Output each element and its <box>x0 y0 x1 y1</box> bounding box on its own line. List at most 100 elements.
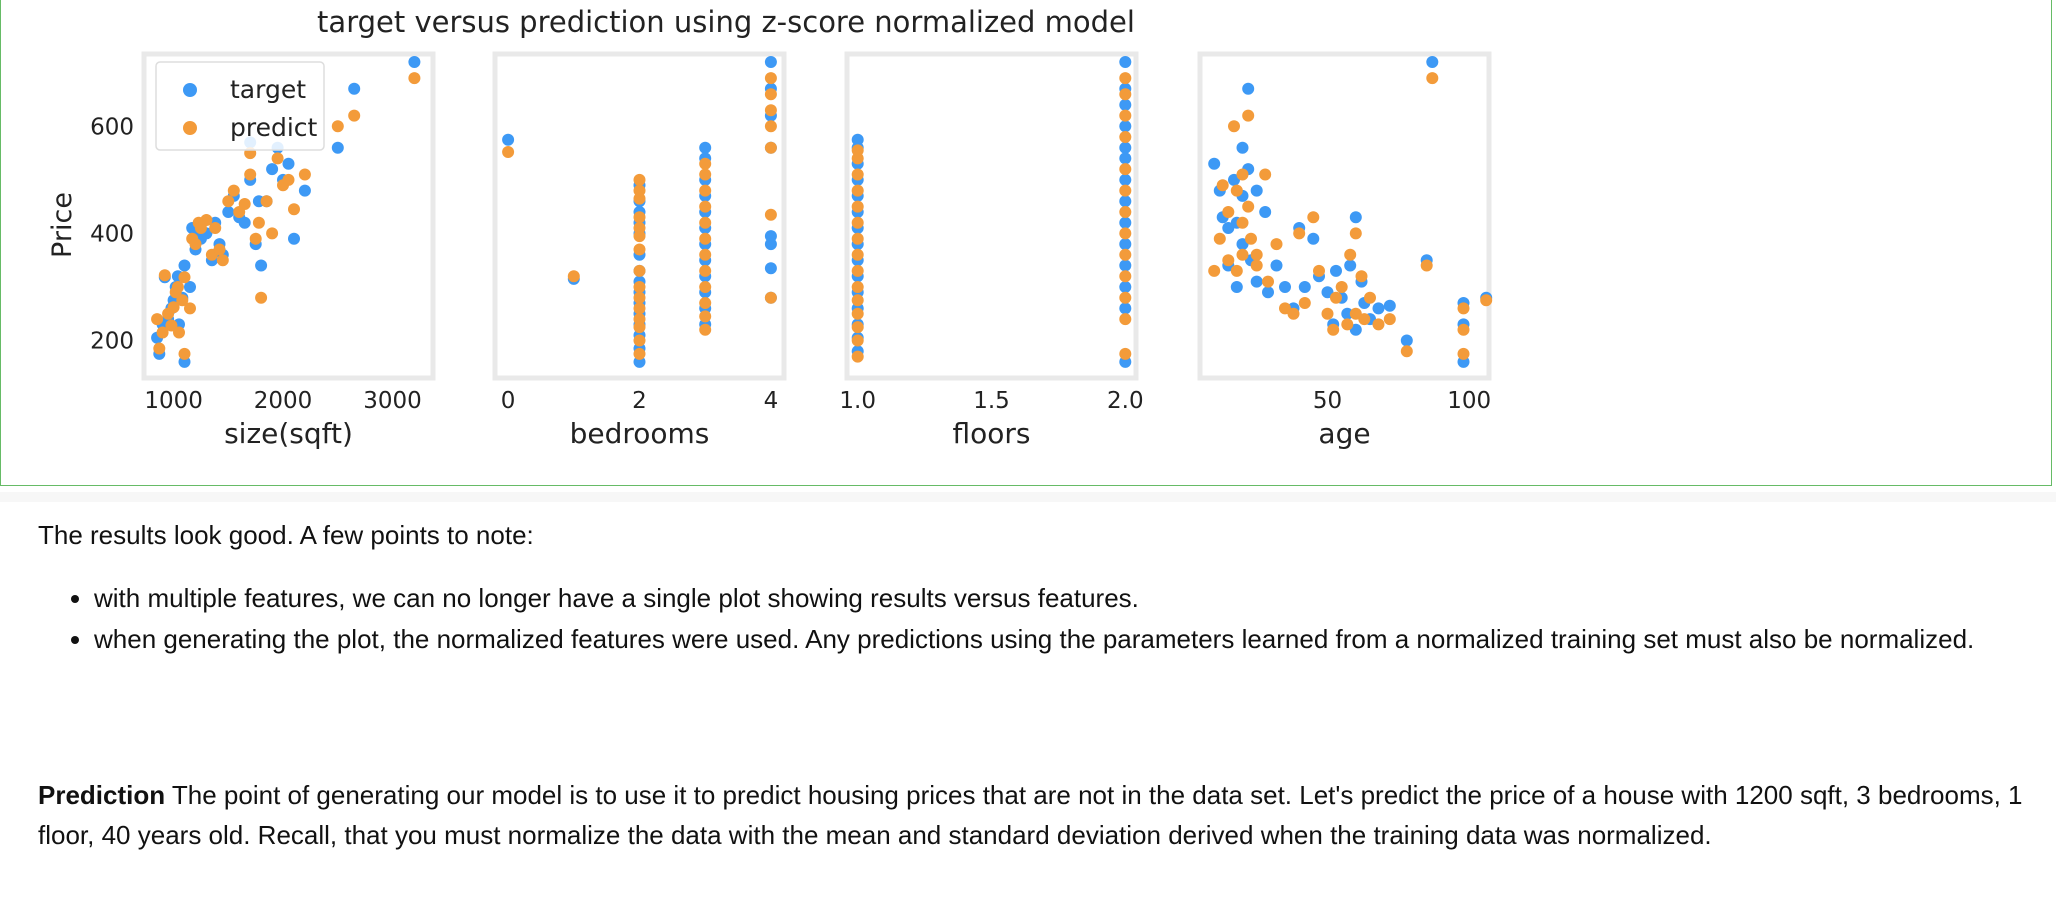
target-point <box>331 141 344 154</box>
predict-point <box>1355 270 1368 283</box>
predict-point <box>1383 313 1396 326</box>
x-tick-label: 1.0 <box>839 388 876 414</box>
target-point <box>1242 82 1255 95</box>
predict-point <box>167 301 180 314</box>
predict-point <box>851 168 864 181</box>
list-item: with multiple features, we can no longer… <box>94 578 2056 618</box>
predict-point <box>1372 318 1385 331</box>
target-point <box>1400 334 1413 347</box>
subplot-grid: 1000 2000 3000size(sqft)200400600targetpre… <box>90 51 1493 450</box>
target-point <box>1119 238 1132 251</box>
predict-point <box>227 184 240 197</box>
predict-point <box>1341 318 1354 331</box>
predict-point <box>282 173 295 186</box>
x-tick-label: 50 <box>1313 388 1342 414</box>
y-axis-label: Price <box>47 192 78 258</box>
predict-point <box>851 307 864 320</box>
predict-point <box>1119 313 1132 326</box>
target-point <box>298 184 311 197</box>
predict-point <box>1287 307 1300 320</box>
predict-point <box>1242 200 1255 213</box>
x-axis-label: age <box>1318 417 1370 450</box>
predict-point <box>271 152 284 165</box>
predict-point <box>1119 88 1132 101</box>
x-tick-label: 2.0 <box>1107 388 1144 414</box>
predict-point <box>699 184 712 197</box>
predict-point <box>1236 248 1249 261</box>
predict-point <box>633 302 646 315</box>
chart-title: target versus prediction using z-score n… <box>317 5 1135 39</box>
y-tick-label: 600 <box>90 114 134 140</box>
predict-point <box>1313 264 1325 277</box>
predict-point <box>764 120 777 133</box>
predict-point <box>633 243 646 256</box>
predict-point <box>1307 211 1320 224</box>
predict-point <box>1480 294 1493 307</box>
predict-point <box>184 302 196 315</box>
predict-point <box>851 281 864 293</box>
predict-point <box>1119 72 1132 85</box>
predict-point <box>851 294 864 307</box>
prediction-paragraph: Prediction The point of generating our m… <box>38 775 2028 855</box>
predict-point <box>1216 179 1229 192</box>
target-point <box>1279 281 1291 293</box>
predict-point <box>178 271 191 284</box>
predict-point <box>851 248 864 261</box>
predict-point <box>1420 259 1433 272</box>
x-tick-label: 100 <box>1447 388 1491 414</box>
prediction-label: Prediction <box>38 780 166 810</box>
predict-point <box>1270 238 1283 251</box>
predict-point <box>699 264 712 277</box>
predict-point <box>1250 248 1263 261</box>
predict-point <box>851 144 864 157</box>
predict-point <box>699 216 712 229</box>
legend-predict-marker <box>183 121 197 135</box>
target-point <box>1270 259 1283 272</box>
predict-point <box>1119 131 1132 143</box>
predict-point <box>699 323 712 336</box>
predict-point <box>1457 323 1470 336</box>
predict-point <box>502 146 515 158</box>
x-tick-label: 2 <box>632 388 647 414</box>
subplot-frame <box>844 51 1139 381</box>
predict-point <box>244 168 257 181</box>
target-point <box>1262 286 1274 299</box>
predict-point <box>1335 281 1348 293</box>
predict-point <box>1364 291 1376 304</box>
predict-point <box>1208 264 1221 277</box>
target-point <box>266 163 279 176</box>
target-point <box>282 157 295 170</box>
target-point <box>408 56 421 68</box>
predict-point <box>1321 307 1334 320</box>
predict-point <box>1349 307 1362 320</box>
target-point <box>1344 259 1357 272</box>
predict-point <box>1119 163 1132 176</box>
target-point <box>1341 307 1354 320</box>
target-point <box>1119 56 1132 68</box>
predict-point <box>1119 109 1132 122</box>
predict-point <box>851 321 864 334</box>
predict-point <box>151 313 164 326</box>
predict-point <box>189 238 202 251</box>
legend-target-marker <box>183 83 197 97</box>
target-point <box>1208 157 1221 170</box>
predict-point <box>633 313 646 326</box>
target-point <box>1119 141 1132 154</box>
predict-point <box>1230 264 1243 277</box>
predict-point <box>567 270 580 283</box>
cell-separator <box>0 492 2056 502</box>
predict-point <box>260 195 273 208</box>
predict-point <box>764 72 777 85</box>
target-point <box>1119 216 1132 229</box>
predict-point <box>699 281 712 293</box>
predict-point <box>1119 270 1132 283</box>
x-tick-label: 1.5 <box>973 388 1010 414</box>
list-item: when generating the plot, the normalized… <box>94 619 2056 659</box>
target-point <box>1250 184 1263 197</box>
predict-point <box>699 248 712 261</box>
target-point <box>178 259 191 272</box>
predict-point <box>266 227 279 240</box>
predict-point <box>633 222 646 234</box>
predict-point <box>851 232 864 245</box>
notes-bullet-list: with multiple features, we can no longer… <box>38 578 2056 660</box>
